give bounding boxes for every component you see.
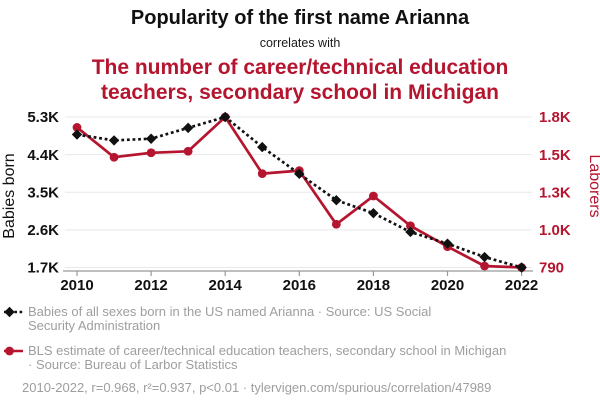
connector-text: correlates with: [259, 36, 341, 50]
x-axis-tick-label: 2012: [134, 277, 167, 294]
data-point-babies-arianna: [220, 111, 231, 123]
x-axis-tick-label: 2010: [60, 277, 93, 294]
legend-item-teachers: BLS estimate of career/technical educati…: [3, 344, 597, 372]
right-axis-tick-label: 1.5K: [539, 147, 571, 164]
data-point-babies-arianna: [294, 168, 305, 180]
right-axis-tick-label: 1.0K: [539, 222, 571, 239]
data-point-babies-arianna: [257, 141, 268, 153]
data-point-cte-teachers-michigan: [72, 123, 82, 132]
data-point-babies-arianna: [108, 135, 120, 146]
left-axis-tick-label: 1.7K: [27, 260, 59, 277]
left-axis-tick-label: 3.5K: [27, 184, 59, 201]
data-point-cte-teachers-michigan: [369, 191, 378, 201]
data-point-cte-teachers-michigan: [257, 169, 267, 179]
x-axis-tick-label: 2014: [209, 277, 243, 294]
black-diamond-dashed-icon: [4, 306, 23, 318]
data-point-cte-teachers-michigan: [146, 148, 156, 158]
legend-babies-line-1: Babies of all sexes born in the US named…: [28, 304, 432, 319]
data-point-babies-arianna: [182, 122, 194, 134]
red-circle-solid-icon: [4, 346, 23, 356]
legend-babies-text: Babies of all sexes born in the US named…: [28, 305, 431, 333]
data-point-cte-teachers-michigan: [406, 221, 415, 231]
page-title: Popularity of the first name Arianna: [130, 7, 470, 29]
right-axis-tick-label: 1.8K: [539, 109, 571, 126]
right-axis-title: Laborers: [586, 154, 600, 217]
x-axis-tick-label: 2016: [283, 277, 316, 294]
data-point-babies-arianna: [71, 129, 83, 140]
data-point-babies-arianna: [405, 226, 416, 238]
left-axis-tick-label: 2.6K: [27, 222, 59, 239]
legend-item-babies: Babies of all sexes born in the US named…: [3, 305, 597, 333]
right-axis-tick-label: 790: [539, 260, 564, 277]
correlation-chart: 5.3K 1.8K4.4K 1.5K3.5K 1.3K2.6K 1.0K1.7K 7902…: [1, 109, 600, 294]
right-axis-tick-label: 1.3K: [539, 184, 571, 201]
data-point-cte-teachers-michigan: [109, 152, 119, 162]
x-axis-tick-label: 2022: [505, 277, 538, 294]
chart-header: Popularity of the first name Arianna cor…: [0, 0, 600, 105]
left-axis-tick-label: 4.4K: [27, 147, 59, 164]
data-point-babies-arianna: [479, 251, 490, 263]
legend-teachers-line-2: · Source: Bureau of Larbor Statistics: [28, 357, 238, 372]
data-point-babies-arianna: [331, 194, 342, 206]
subtitle-line-2: teachers, secondary school in Michigan: [101, 81, 499, 104]
data-point-cte-teachers-michigan: [183, 146, 193, 156]
data-point-babies-arianna: [368, 207, 379, 219]
x-axis-tick-label: 2020: [431, 277, 464, 294]
data-point-babies-arianna: [145, 133, 157, 144]
data-point-cte-teachers-michigan: [480, 261, 489, 271]
data-point-cte-teachers-michigan: [331, 219, 341, 229]
footer-stats: 2010-2022, r=0.968, r²=0.937, p<0.01 · t…: [22, 380, 492, 395]
data-point-babies-arianna: [516, 262, 527, 273]
x-axis-tick-label: 2018: [357, 277, 390, 294]
legend-teachers-text: BLS estimate of career/technical educati…: [28, 344, 506, 372]
left-axis-title: Babies born: [1, 153, 18, 238]
legend-babies-line-2: Security Administration: [28, 318, 161, 333]
left-axis-tick-label: 5.3K: [27, 109, 59, 126]
data-point-babies-arianna: [442, 238, 453, 249]
legend-teachers-line-1: BLS estimate of career/technical educati…: [28, 343, 507, 358]
subtitle-red: The number of career/technical education…: [0, 55, 600, 105]
subtitle-line-1: The number of career/technical education: [91, 56, 509, 79]
